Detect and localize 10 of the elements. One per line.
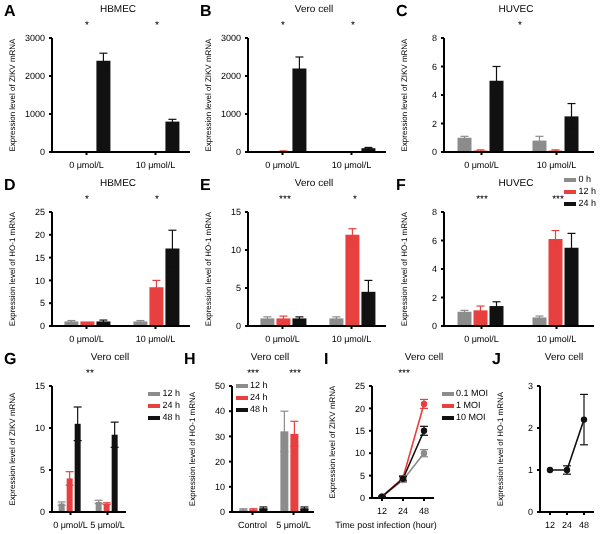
text: A (4, 2, 16, 20)
text: B (200, 2, 212, 20)
text: I (324, 350, 329, 368)
text: E (200, 176, 211, 194)
text: J (492, 350, 501, 368)
text: H (184, 350, 196, 368)
text: C (396, 2, 408, 20)
text: D (4, 176, 16, 194)
text: F (396, 176, 406, 194)
text: G (4, 350, 17, 368)
